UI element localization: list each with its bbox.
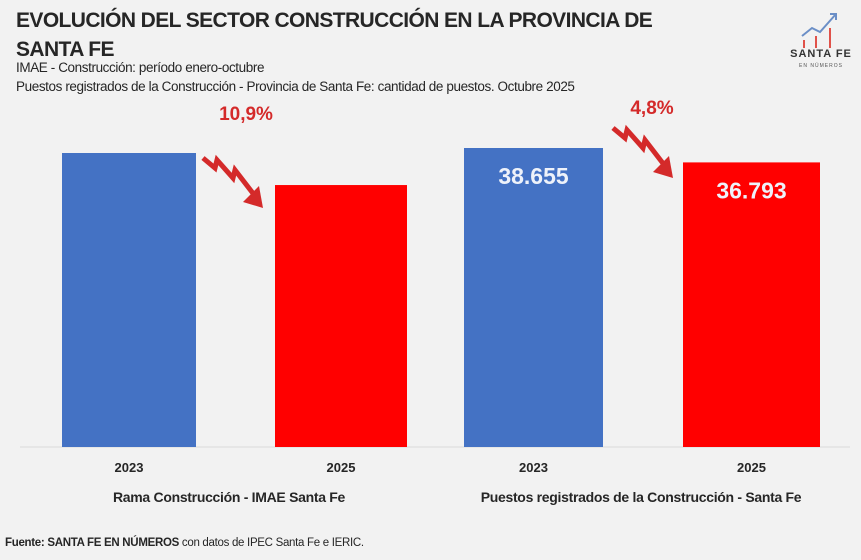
group-label: Puestos registrados de la Construcción -…: [481, 489, 802, 505]
percent-change-annotation: 10,9%: [219, 104, 273, 125]
logo-subtext: EN NÚMEROS: [799, 63, 843, 69]
source-rest: con datos de IPEC Santa Fe e IERIC.: [179, 537, 364, 549]
arrowhead-icon: [243, 186, 263, 208]
logo-text: SANTA FE: [790, 48, 852, 60]
down-trend-arrow-icon: [611, 124, 667, 168]
down-trend-arrow-icon: [201, 154, 257, 198]
x-tick-label: 2023: [115, 460, 144, 475]
bar-2023-group-1: [62, 153, 196, 447]
data-label: 36.793: [716, 177, 786, 203]
x-tick-label: 2025: [327, 460, 356, 475]
bar-2025-group-1: [275, 185, 407, 447]
bar-2023-group-2: [464, 148, 603, 447]
chart-subtitle-puestos: Puestos registrados de la Construcción -…: [16, 79, 575, 94]
x-tick-label: 2025: [737, 460, 766, 475]
group-label: Rama Construcción - IMAE Santa Fe: [113, 489, 346, 505]
bar-2025-group-2: [683, 162, 820, 447]
source-label: Fuente: SANTA FE EN NÚMEROS: [5, 537, 179, 549]
percent-change-annotation: 4,8%: [630, 98, 673, 119]
logo-chart-icon: [801, 13, 837, 48]
arrowhead-icon: [653, 156, 673, 178]
chart-subtitle-imae: IMAE - Construcción: período enero-octub…: [16, 60, 265, 75]
data-label: 38.655: [498, 163, 569, 189]
chart-title: EVOLUCIÓN DEL SECTOR CONSTRUCCIÓN EN LA …: [16, 9, 653, 61]
x-tick-label: 2023: [519, 460, 548, 475]
source-note: Fuente: SANTA FE EN NÚMEROS con datos de…: [5, 537, 364, 549]
